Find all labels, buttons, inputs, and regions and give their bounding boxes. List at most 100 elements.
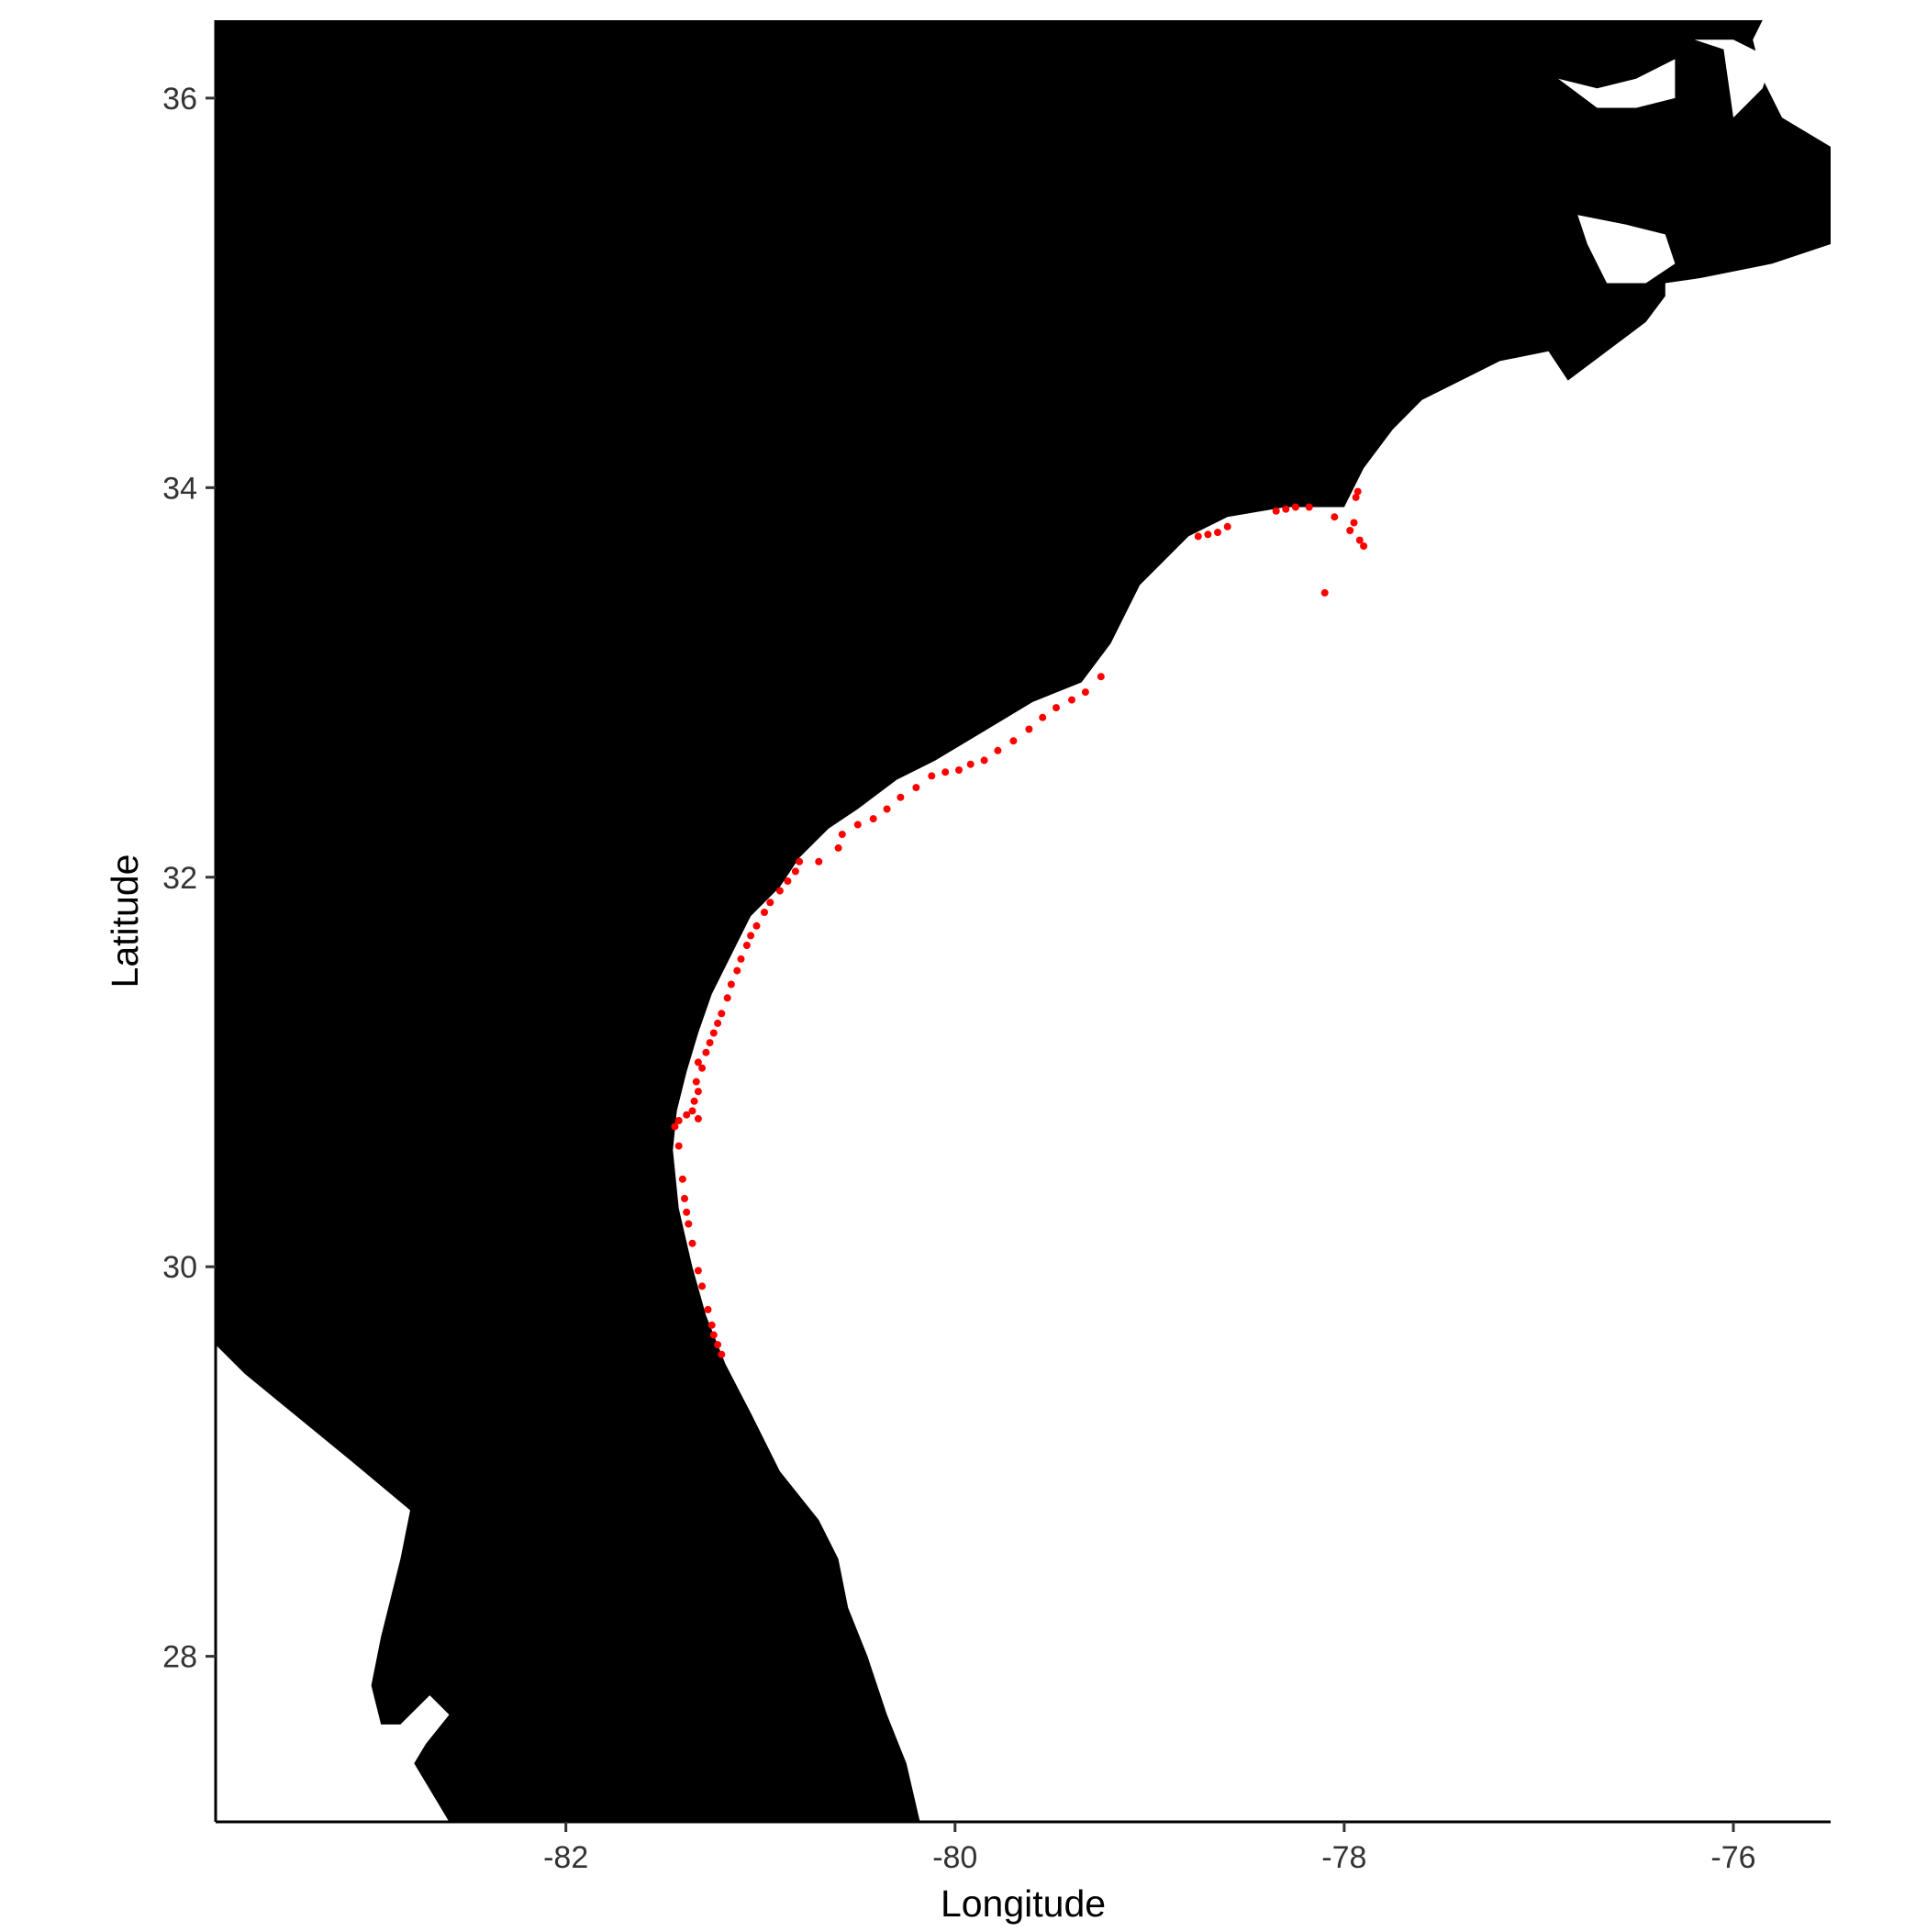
data-point bbox=[980, 756, 988, 765]
data-point bbox=[702, 1048, 710, 1056]
data-point bbox=[1053, 704, 1060, 712]
data-point bbox=[694, 1058, 702, 1067]
data-point bbox=[683, 1111, 691, 1119]
data-point bbox=[1009, 737, 1018, 745]
data-point bbox=[966, 760, 975, 768]
data-point bbox=[1355, 536, 1364, 544]
axes: -82 -80 -78 -76 28 30 32 34 36 bbox=[162, 20, 1831, 1875]
data-point bbox=[1320, 588, 1329, 597]
data-point bbox=[1025, 725, 1033, 733]
y-tick-label: 30 bbox=[162, 1250, 197, 1285]
data-point bbox=[685, 1220, 693, 1228]
data-point bbox=[714, 1341, 722, 1349]
data-point bbox=[766, 899, 774, 907]
data-point bbox=[815, 857, 823, 865]
data-point bbox=[690, 1097, 698, 1105]
data-point bbox=[955, 766, 963, 774]
data-point bbox=[683, 1208, 691, 1216]
data-point bbox=[1272, 507, 1280, 515]
data-point bbox=[709, 1029, 718, 1037]
data-point bbox=[692, 1078, 700, 1086]
data-point bbox=[1360, 542, 1368, 550]
data-point bbox=[1039, 713, 1047, 721]
data-point bbox=[694, 1088, 702, 1096]
y-axis-title: Latitude bbox=[104, 854, 146, 988]
data-point bbox=[698, 1282, 707, 1290]
x-tick-label: -76 bbox=[1710, 1840, 1755, 1875]
x-tick-label: -78 bbox=[1321, 1840, 1366, 1875]
data-point bbox=[742, 942, 751, 949]
data-point bbox=[671, 1122, 679, 1131]
x-tick-label: -80 bbox=[932, 1840, 977, 1875]
data-point bbox=[838, 831, 846, 839]
data-point bbox=[883, 805, 891, 813]
data-point bbox=[737, 955, 745, 963]
data-point bbox=[1223, 522, 1231, 530]
data-point bbox=[869, 815, 877, 823]
data-point bbox=[709, 1331, 718, 1339]
data-point bbox=[1353, 487, 1362, 496]
data-point bbox=[1291, 503, 1299, 511]
inland-water-2 bbox=[1694, 39, 1773, 118]
data-point bbox=[928, 772, 936, 780]
data-point bbox=[1282, 505, 1290, 513]
data-point bbox=[1097, 673, 1105, 681]
y-tick-label: 32 bbox=[162, 861, 197, 896]
data-point bbox=[747, 932, 755, 940]
data-point bbox=[681, 1194, 688, 1202]
data-point bbox=[674, 1117, 683, 1124]
data-point bbox=[853, 821, 862, 829]
data-point bbox=[706, 1039, 714, 1047]
inland-water-4 bbox=[1665, 273, 1763, 342]
data-point bbox=[1081, 688, 1089, 697]
data-point bbox=[1194, 532, 1202, 541]
data-point bbox=[1346, 527, 1354, 534]
data-point bbox=[1204, 530, 1212, 539]
data-point bbox=[784, 877, 792, 885]
inland-water-3 bbox=[1577, 215, 1676, 284]
data-point bbox=[723, 994, 731, 1002]
data-point bbox=[704, 1305, 712, 1313]
data-point bbox=[834, 843, 842, 852]
data-point bbox=[1352, 493, 1360, 501]
data-point bbox=[718, 1350, 726, 1358]
inland-water-1 bbox=[1558, 59, 1676, 108]
x-axis-title: Longitude bbox=[941, 1882, 1106, 1925]
data-point bbox=[1305, 503, 1313, 511]
data-point bbox=[994, 746, 1002, 754]
data-point bbox=[694, 1267, 702, 1275]
data-point bbox=[1068, 696, 1075, 704]
land-layer bbox=[216, 20, 1831, 1822]
y-tick-label: 34 bbox=[162, 471, 197, 506]
inland-water-layer bbox=[1558, 39, 1773, 342]
data-point bbox=[678, 1175, 686, 1183]
data-point bbox=[688, 1239, 696, 1247]
data-point bbox=[1214, 529, 1221, 537]
data-point bbox=[1331, 513, 1339, 521]
data-point bbox=[707, 1321, 716, 1329]
data-point bbox=[796, 857, 804, 865]
data-point bbox=[718, 1010, 726, 1018]
data-point bbox=[1350, 519, 1358, 527]
data-point bbox=[775, 887, 784, 895]
data-point bbox=[694, 1114, 702, 1122]
data-point bbox=[698, 1064, 707, 1072]
data-point bbox=[912, 784, 920, 792]
data-point bbox=[727, 980, 735, 988]
data-point bbox=[674, 1142, 683, 1150]
land-mass bbox=[216, 20, 1831, 1822]
data-point bbox=[752, 921, 761, 930]
y-tick-label: 28 bbox=[162, 1640, 197, 1675]
data-point bbox=[791, 867, 799, 876]
data-point bbox=[733, 966, 741, 975]
observation-points-layer bbox=[671, 487, 1368, 1358]
data-point bbox=[688, 1107, 696, 1115]
data-point bbox=[714, 1019, 722, 1027]
y-tick-label: 36 bbox=[162, 82, 197, 117]
data-point bbox=[761, 909, 768, 916]
data-point bbox=[941, 768, 950, 776]
x-tick-label: -82 bbox=[543, 1840, 588, 1875]
data-point bbox=[897, 793, 905, 801]
